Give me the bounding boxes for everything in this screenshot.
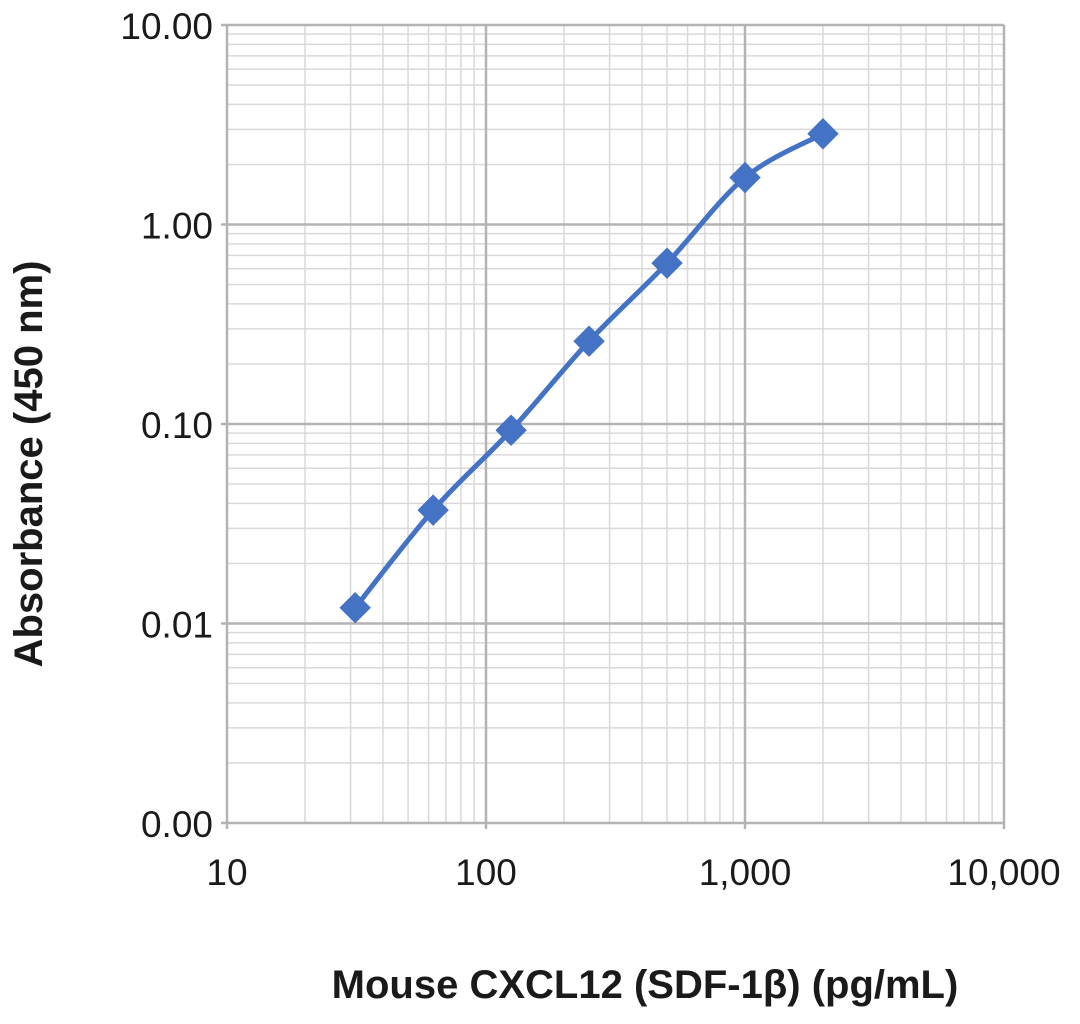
data-point-marker — [807, 118, 839, 150]
y-tick-label: 10.00 — [120, 6, 213, 47]
grid-major — [221, 23, 1006, 829]
y-tick-label: 0.10 — [141, 405, 213, 446]
x-tick-label: 1,000 — [699, 852, 792, 893]
data-point-marker — [339, 591, 371, 624]
y-tick-labels: 10.00 1.00 0.10 0.01 0.00 — [120, 6, 213, 845]
y-axis-label: Absorbance (450 nm) — [7, 261, 51, 668]
data-point-marker — [729, 161, 761, 194]
y-tick-label: 1.00 — [141, 206, 213, 247]
x-tick-label: 100 — [455, 852, 517, 893]
data-point-marker — [417, 494, 449, 526]
y-tick-label: 0.01 — [141, 605, 213, 646]
x-tick-label: 10 — [206, 852, 247, 893]
x-axis-label: Mouse CXCL12 (SDF-1β) (pg/mL) — [332, 963, 959, 1007]
y-tick-label: 0.00 — [141, 804, 213, 845]
x-tick-labels: 10 100 1,000 10,000 — [206, 852, 1060, 893]
series-line — [352, 131, 826, 611]
data-point-marker — [573, 325, 605, 357]
x-tick-label: 10,000 — [947, 852, 1060, 893]
data-point-marker — [495, 414, 527, 446]
data-point-marker — [651, 247, 683, 279]
series-layer — [339, 118, 839, 624]
